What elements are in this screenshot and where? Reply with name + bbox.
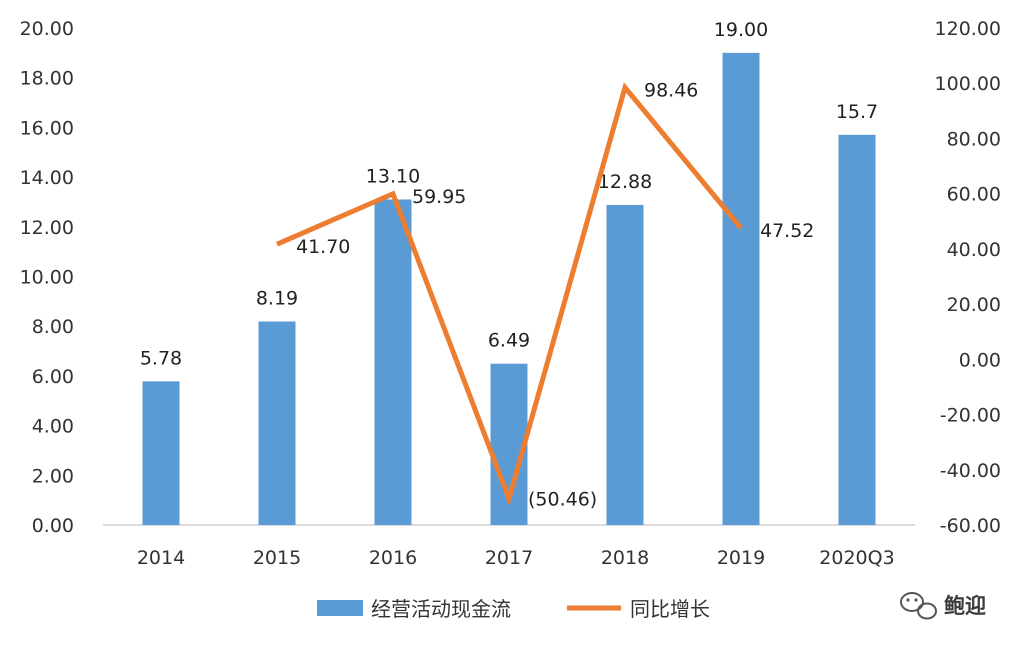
bar-data-label: 6.49 xyxy=(488,330,530,352)
line-data-label: (50.46) xyxy=(528,489,597,511)
line-data-label: 41.70 xyxy=(296,236,350,258)
left-axis-tick-label: 14.00 xyxy=(20,167,74,189)
wechat-icon xyxy=(900,592,937,620)
right-axis-ticks: -60.00 -40.00 -20.00 0.00 20.00 40.00 60.00 80.… xyxy=(935,18,1001,537)
left-axis-tick-label: 0.00 xyxy=(32,515,74,537)
x-axis-ticks: 2014 2015 2016 2017 2018 2019 2020Q3 xyxy=(137,547,895,569)
line-data-label: 59.95 xyxy=(412,186,466,208)
watermark: 鲍迎 xyxy=(900,592,986,620)
right-axis-tick-label: -20.00 xyxy=(940,405,1001,427)
x-axis-tick-label: 2019 xyxy=(717,547,765,569)
legend: 经营活动现金流 同比增长 xyxy=(317,597,710,621)
right-axis-tick-label: 80.00 xyxy=(947,128,1001,150)
x-axis-tick-label: 2020Q3 xyxy=(819,547,894,569)
x-axis-tick-label: 2018 xyxy=(601,547,649,569)
line-series xyxy=(276,82,743,507)
left-axis-tick-label: 12.00 xyxy=(20,217,74,239)
bar xyxy=(606,204,644,525)
left-axis-tick-label: 16.00 xyxy=(20,117,74,139)
right-axis-tick-label: 120.00 xyxy=(935,18,1001,40)
legend-bar-label: 经营活动现金流 xyxy=(371,597,511,621)
x-axis-tick-label: 2016 xyxy=(369,547,417,569)
bar xyxy=(374,199,412,525)
left-axis-tick-label: 6.00 xyxy=(32,366,74,388)
bar-data-label: 5.78 xyxy=(140,347,182,369)
bar xyxy=(258,321,296,525)
left-axis-ticks: 0.00 2.00 4.00 6.00 8.00 10.00 12.00 14.00 16.00… xyxy=(20,18,74,537)
line-path xyxy=(276,82,743,507)
right-axis-tick-label: 40.00 xyxy=(947,239,1001,261)
line-data-label: 98.46 xyxy=(644,79,698,101)
right-axis-tick-label: -40.00 xyxy=(940,460,1001,482)
bar-data-labels: 5.78 8.19 13.10 6.49 12.88 19.00 15.7 xyxy=(140,19,878,370)
x-axis-tick-label: 2014 xyxy=(137,547,185,569)
bar-data-label: 13.10 xyxy=(366,165,420,187)
bar-data-label: 19.00 xyxy=(714,19,768,41)
right-axis-tick-label: -60.00 xyxy=(940,515,1001,537)
legend-bar-swatch xyxy=(317,600,363,616)
line-data-label: 47.52 xyxy=(760,220,814,242)
watermark-text: 鲍迎 xyxy=(944,594,986,618)
left-axis-tick-label: 20.00 xyxy=(20,18,74,40)
bar-series xyxy=(142,52,876,526)
bar-data-label: 8.19 xyxy=(256,287,298,309)
left-axis-tick-label: 18.00 xyxy=(20,68,74,90)
left-axis-tick-label: 2.00 xyxy=(32,465,74,487)
x-axis-tick-label: 2017 xyxy=(485,547,533,569)
bar xyxy=(142,381,180,525)
right-axis-tick-label: 0.00 xyxy=(959,349,1001,371)
right-axis-tick-label: 60.00 xyxy=(947,184,1001,206)
bar-data-label: 15.7 xyxy=(836,101,878,123)
x-axis-tick-label: 2015 xyxy=(253,547,301,569)
bar xyxy=(838,134,876,526)
legend-line-label: 同比增长 xyxy=(630,597,710,621)
bar xyxy=(722,52,760,525)
right-axis-tick-label: 20.00 xyxy=(947,294,1001,316)
bar-data-label: 12.88 xyxy=(598,171,652,193)
left-axis-tick-label: 8.00 xyxy=(32,316,74,338)
left-axis-tick-label: 4.00 xyxy=(32,416,74,438)
right-axis-tick-label: 100.00 xyxy=(935,73,1001,95)
left-axis-tick-label: 10.00 xyxy=(20,267,74,289)
line-data-labels: 41.70 59.95 (50.46) 98.46 47.52 xyxy=(296,79,814,510)
